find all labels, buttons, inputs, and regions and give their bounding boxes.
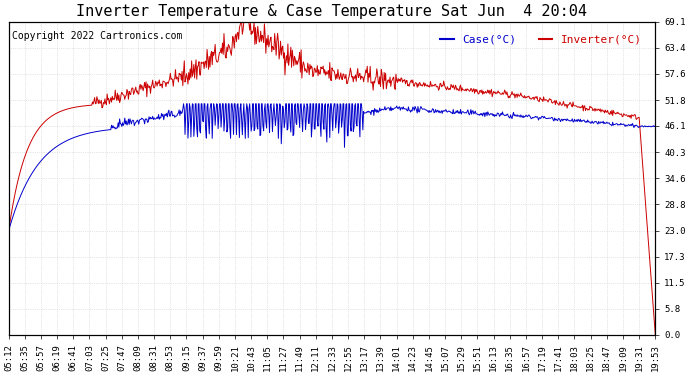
Text: Copyright 2022 Cartronics.com: Copyright 2022 Cartronics.com	[12, 31, 182, 41]
Legend: Case(°C), Inverter(°C): Case(°C), Inverter(°C)	[436, 30, 647, 49]
Title: Inverter Temperature & Case Temperature Sat Jun  4 20:04: Inverter Temperature & Case Temperature …	[77, 4, 587, 19]
